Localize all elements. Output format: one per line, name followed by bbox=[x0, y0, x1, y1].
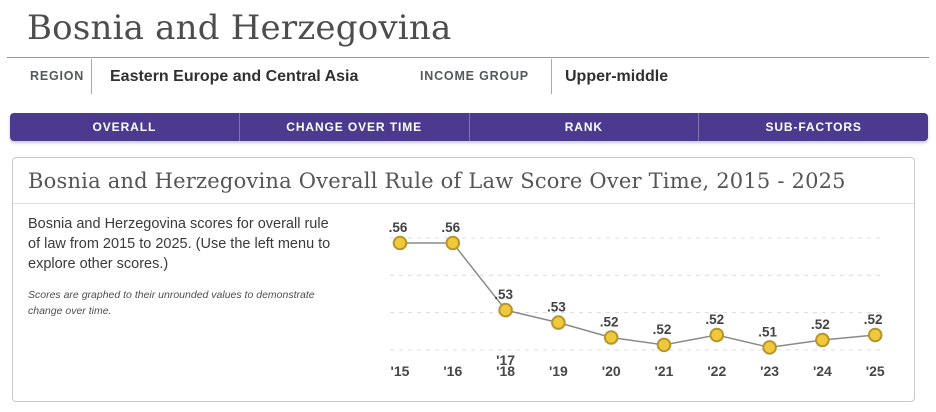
x-axis-label: '20 bbox=[602, 363, 621, 379]
x-axis-label: '24 bbox=[813, 363, 832, 379]
chart-footnote: Scores are graphed to their unrounded va… bbox=[28, 289, 315, 317]
country-meta-row: REGION Eastern Europe and Central Asia I… bbox=[0, 58, 936, 95]
region-label: REGION bbox=[30, 69, 85, 83]
tab-overall[interactable]: OVERALL bbox=[92, 120, 157, 134]
point-value-label: .52 bbox=[864, 312, 883, 327]
x-axis-label: '22 bbox=[707, 363, 726, 379]
point-value-label: .51 bbox=[758, 324, 777, 339]
chart-title: Bosnia and Herzegovina Overall Rule of L… bbox=[13, 158, 914, 204]
header-divider bbox=[7, 57, 929, 58]
data-point-'16[interactable] bbox=[445, 235, 461, 251]
score-series-line bbox=[400, 242, 876, 349]
chart-card-body: Bosnia and Herzegovina scores for overal… bbox=[13, 204, 914, 398]
region-value: Eastern Europe and Central Asia bbox=[110, 68, 359, 85]
data-point-'21[interactable] bbox=[656, 337, 672, 353]
x-axis-label: '18 bbox=[496, 363, 515, 379]
meta-separator bbox=[551, 59, 552, 94]
tab-rank[interactable]: RANK bbox=[468, 113, 699, 141]
x-axis-label: '15 bbox=[391, 363, 410, 379]
x-axis-label: '17 bbox=[496, 352, 515, 368]
data-point-'25[interactable] bbox=[867, 327, 883, 343]
score-line-chart: .56 '15 .56 '16 .53 '17'18 .53 '19 .52 '20 .52 '21.… bbox=[389, 220, 885, 379]
x-axis-label: '21 bbox=[655, 363, 674, 379]
data-point-'19[interactable] bbox=[551, 315, 566, 330]
tab-sub-factors[interactable]: SUB-FACTORS bbox=[698, 113, 928, 141]
data-point-'15[interactable] bbox=[392, 235, 408, 251]
x-axis-label: '23 bbox=[760, 363, 779, 379]
page-title: Bosnia and Herzegovina bbox=[27, 8, 452, 48]
point-value-label: .53 bbox=[547, 300, 566, 315]
income-group-label: INCOME GROUP bbox=[420, 69, 529, 83]
score-over-time-card: Bosnia and Herzegovina Overall Rule of L… bbox=[12, 157, 915, 402]
x-axis-label: '25 bbox=[866, 363, 885, 379]
point-value-label: .56 bbox=[389, 220, 408, 235]
data-point-'24[interactable] bbox=[815, 332, 830, 348]
x-axis-label: '19 bbox=[549, 363, 568, 379]
tab-change-over-time[interactable]: CHANGE OVER TIME bbox=[238, 113, 469, 141]
point-value-label: .53 bbox=[494, 287, 513, 302]
point-value-label: .52 bbox=[600, 315, 619, 330]
point-value-label: .52 bbox=[705, 312, 724, 327]
income-group-value: Upper-middle bbox=[565, 68, 669, 85]
chart-description-text: Bosnia and Herzegovina scores for overal… bbox=[28, 216, 331, 272]
section-tabbar: OVERALL CHANGE OVER TIME RANK SUB-FACTOR… bbox=[10, 113, 928, 141]
point-value-label: .52 bbox=[811, 317, 830, 332]
data-point-'23[interactable] bbox=[762, 340, 777, 355]
point-value-label: .56 bbox=[441, 220, 460, 235]
x-axis-label: '16 bbox=[443, 363, 462, 379]
data-point-'22[interactable] bbox=[709, 327, 725, 343]
point-value-label: .52 bbox=[653, 322, 672, 337]
data-point-'17'18[interactable] bbox=[498, 302, 513, 318]
chart-description: Bosnia and Herzegovina scores for overal… bbox=[28, 214, 336, 320]
meta-separator bbox=[91, 59, 92, 94]
data-point-'20[interactable] bbox=[603, 330, 619, 345]
